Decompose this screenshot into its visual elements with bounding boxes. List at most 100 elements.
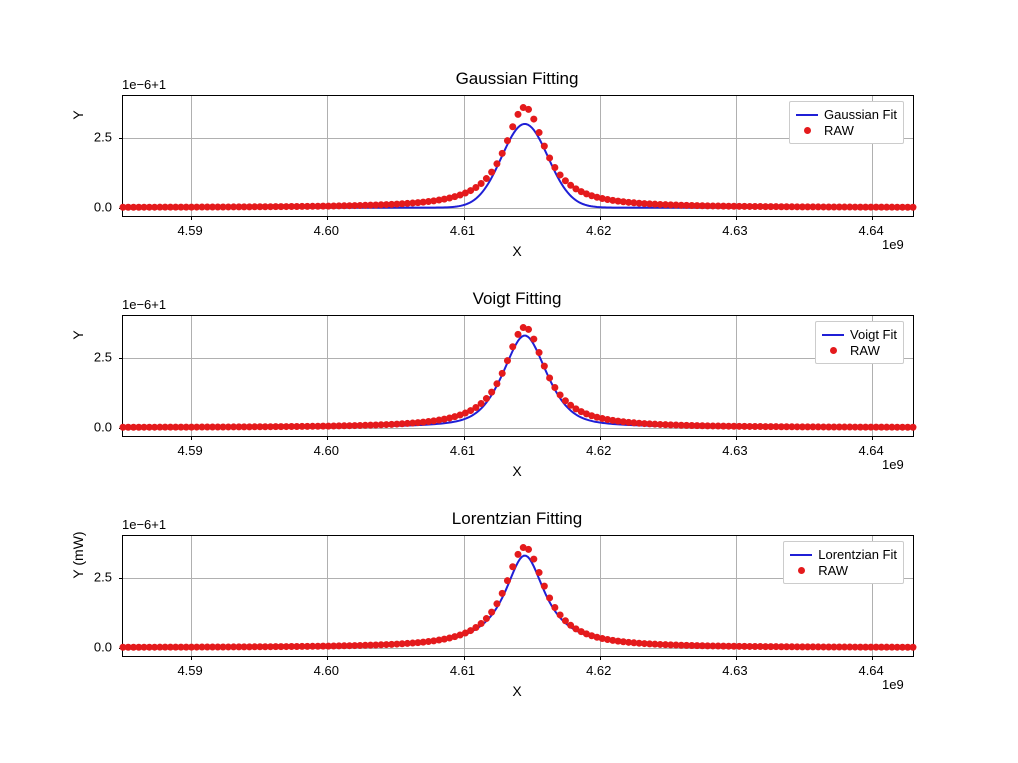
plot-canvas <box>123 316 913 436</box>
raw-point <box>551 164 558 171</box>
xtick-label: 4.63 <box>722 443 747 458</box>
legend-item: Gaussian Fit <box>796 107 897 122</box>
xtick-label: 4.62 <box>586 223 611 238</box>
raw-point <box>557 171 564 178</box>
raw-point <box>509 123 516 130</box>
raw-point <box>478 400 485 407</box>
raw-point <box>483 175 490 182</box>
raw-point <box>557 391 564 398</box>
xtick-label: 4.62 <box>586 663 611 678</box>
y-offset-text: 1e−6+1 <box>122 297 166 312</box>
raw-point <box>546 594 553 601</box>
ytick-label: 0.0 <box>84 199 112 214</box>
raw-point <box>478 180 485 187</box>
xtick-label: 4.64 <box>858 443 883 458</box>
xtick-label: 4.63 <box>722 663 747 678</box>
raw-point <box>546 154 553 161</box>
raw-point <box>557 611 564 618</box>
ytick-label: 2.5 <box>84 349 112 364</box>
legend: Gaussian FitRAW <box>789 101 904 144</box>
raw-point <box>525 106 532 113</box>
raw-point <box>478 620 485 627</box>
subplot-title: Gaussian Fitting <box>122 69 912 89</box>
x-axis-label: X <box>122 683 912 699</box>
xtick-label: 4.61 <box>450 223 475 238</box>
legend-item: RAW <box>796 123 897 138</box>
legend-line-icon <box>790 554 812 556</box>
legend-label: RAW <box>824 123 854 138</box>
legend-label: RAW <box>850 343 880 358</box>
legend-label: RAW <box>818 563 848 578</box>
xtick-label: 4.62 <box>586 443 611 458</box>
xtick-label: 4.63 <box>722 223 747 238</box>
raw-point <box>910 204 917 211</box>
raw-point <box>499 590 506 597</box>
legend-marker-icon <box>796 127 818 134</box>
legend-item: Lorentzian Fit <box>790 547 897 562</box>
legend-item: Voigt Fit <box>822 327 897 342</box>
legend-marker-icon <box>790 567 812 574</box>
ytick-label: 2.5 <box>84 569 112 584</box>
legend-label: Voigt Fit <box>850 327 897 342</box>
ytick-label: 2.5 <box>84 129 112 144</box>
xtick-label: 4.60 <box>314 443 339 458</box>
x-axis-label: X <box>122 463 912 479</box>
xtick-label: 4.60 <box>314 223 339 238</box>
raw-point <box>530 116 537 123</box>
x-axis-label: X <box>122 243 912 259</box>
y-offset-text: 1e−6+1 <box>122 77 166 92</box>
raw-point <box>910 424 917 431</box>
figure: Gaussian Fitting1e−6+11e9XY4.594.604.614… <box>0 0 1018 763</box>
raw-point <box>483 615 490 622</box>
raw-point <box>488 169 495 176</box>
xtick-label: 4.61 <box>450 663 475 678</box>
legend-marker-icon <box>822 347 844 354</box>
raw-point <box>493 160 500 167</box>
raw-point <box>910 644 917 651</box>
raw-point <box>541 143 548 150</box>
legend: Voigt FitRAW <box>815 321 904 364</box>
legend-label: Gaussian Fit <box>824 107 897 122</box>
raw-point <box>530 336 537 343</box>
xtick-label: 4.59 <box>177 223 202 238</box>
legend-line-icon <box>822 334 844 336</box>
raw-point <box>504 357 511 364</box>
fit-line <box>123 336 913 428</box>
xtick-label: 4.61 <box>450 443 475 458</box>
raw-point <box>546 374 553 381</box>
y-axis-label: Y (mW) <box>70 495 86 615</box>
subplot-voigt <box>122 315 914 437</box>
raw-point <box>509 563 516 570</box>
xtick-label: 4.64 <box>858 663 883 678</box>
raw-point <box>499 150 506 157</box>
raw-point <box>536 129 543 136</box>
ytick-label: 0.0 <box>84 419 112 434</box>
y-axis-label: Y <box>70 55 86 175</box>
raw-point <box>525 326 532 333</box>
raw-point <box>493 600 500 607</box>
subplot-title: Voigt Fitting <box>122 289 912 309</box>
y-offset-text: 1e−6+1 <box>122 517 166 532</box>
xtick-label: 4.59 <box>177 443 202 458</box>
raw-point <box>541 363 548 370</box>
raw-point <box>536 349 543 356</box>
xtick-label: 4.59 <box>177 663 202 678</box>
xtick-label: 4.64 <box>858 223 883 238</box>
raw-point <box>551 604 558 611</box>
raw-point <box>488 389 495 396</box>
raw-point <box>551 384 558 391</box>
raw-point <box>515 111 522 118</box>
raw-point <box>483 395 490 402</box>
legend: Lorentzian FitRAW <box>783 541 904 584</box>
legend-item: RAW <box>790 563 897 578</box>
raw-point <box>488 609 495 616</box>
ytick-label: 0.0 <box>84 639 112 654</box>
raw-point <box>493 380 500 387</box>
legend-item: RAW <box>822 343 897 358</box>
xtick-label: 4.60 <box>314 663 339 678</box>
raw-point <box>509 343 516 350</box>
raw-point <box>530 556 537 563</box>
raw-point <box>536 569 543 576</box>
raw-point <box>504 137 511 144</box>
raw-point <box>525 546 532 553</box>
